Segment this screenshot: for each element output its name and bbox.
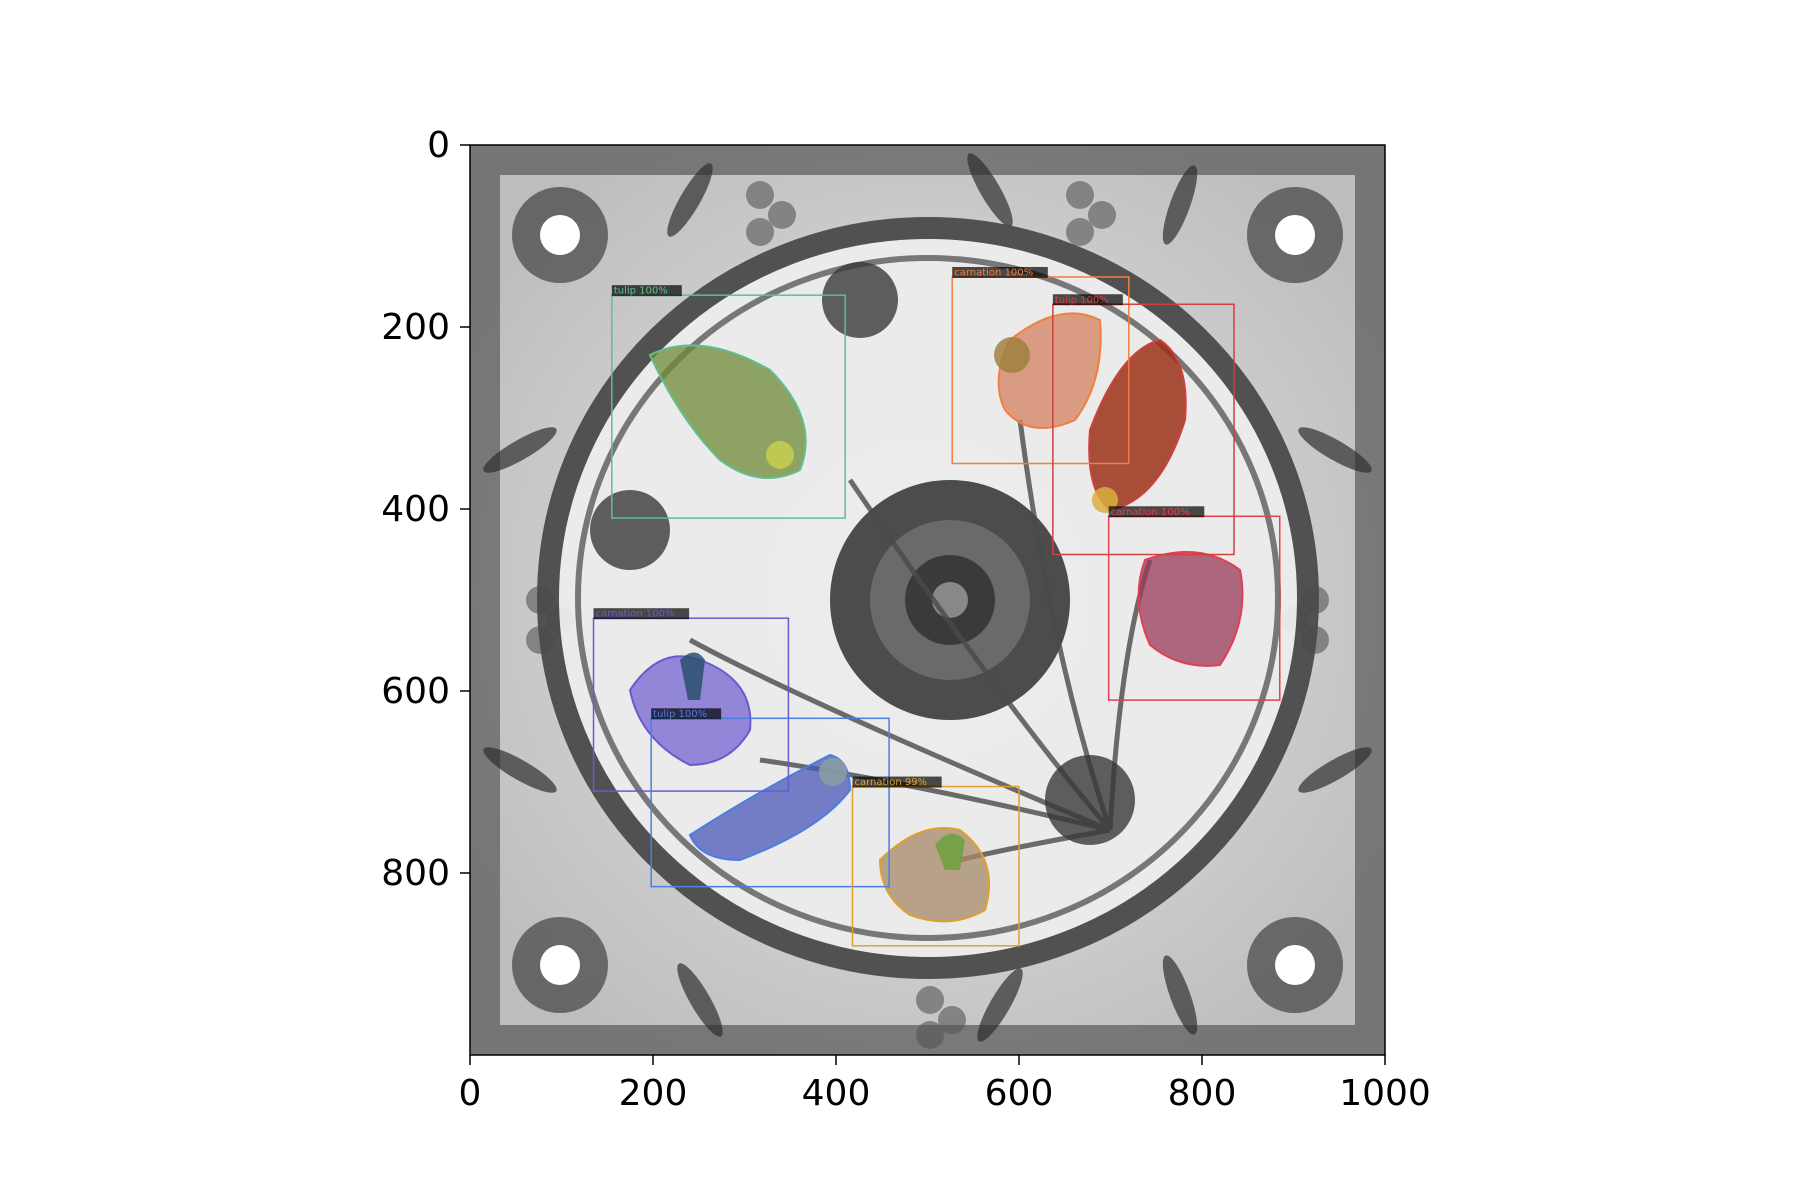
detection-box: [1052, 303, 1235, 556]
y-tick-label: 600: [381, 671, 450, 712]
x-tick-label: 1000: [1339, 1073, 1431, 1114]
detection-label-bg: [593, 608, 690, 620]
x-tick-label: 400: [802, 1073, 871, 1114]
detection-label-bg: [611, 285, 682, 297]
tile-image: [470, 145, 1385, 1055]
y-tick-label: 400: [381, 489, 450, 530]
detection-label: tulip 100%: [653, 709, 707, 720]
detection-label: tulip 100%: [1055, 295, 1109, 306]
y-tick-label: 200: [381, 307, 450, 348]
mask-carnation-magenta: [1137, 551, 1244, 667]
detection-label-bg: [1108, 506, 1205, 518]
x-tick-label: 600: [985, 1073, 1054, 1114]
detection-label-bg: [952, 266, 1048, 278]
detection-label: tulip 100%: [614, 286, 668, 297]
x-axis: 0 200 400 600 800 1000: [459, 1055, 1431, 1114]
y-tick-label: 800: [381, 853, 450, 894]
detection-label: carnation 100%: [596, 609, 675, 620]
detection-box: [611, 294, 846, 519]
detection-label: carnation 100%: [1111, 507, 1190, 518]
x-tick-label: 0: [459, 1073, 482, 1114]
detection-box: [650, 717, 890, 888]
y-axis: 0 200 400 600 800: [381, 125, 470, 894]
detection-label-bg: [852, 776, 942, 788]
mask-tulip-green: [648, 344, 807, 479]
x-tick-label: 800: [1168, 1073, 1237, 1114]
y-tick-label: 0: [427, 125, 450, 166]
detection-boxes: tulip 100% carnation 100% tulip 100% carnat…: [592, 266, 1281, 947]
detection-label-bg: [1052, 294, 1123, 306]
mask-tulip-blue: [688, 753, 852, 862]
plot-frame: [469, 144, 1386, 1056]
detection-label-bg: [651, 708, 722, 720]
x-tick-label: 200: [619, 1073, 688, 1114]
detection-masks: [628, 312, 1244, 923]
detection-label: carnation 100%: [954, 267, 1033, 278]
detection-label: carnation 99%: [854, 777, 927, 788]
detection-box: [592, 617, 790, 792]
